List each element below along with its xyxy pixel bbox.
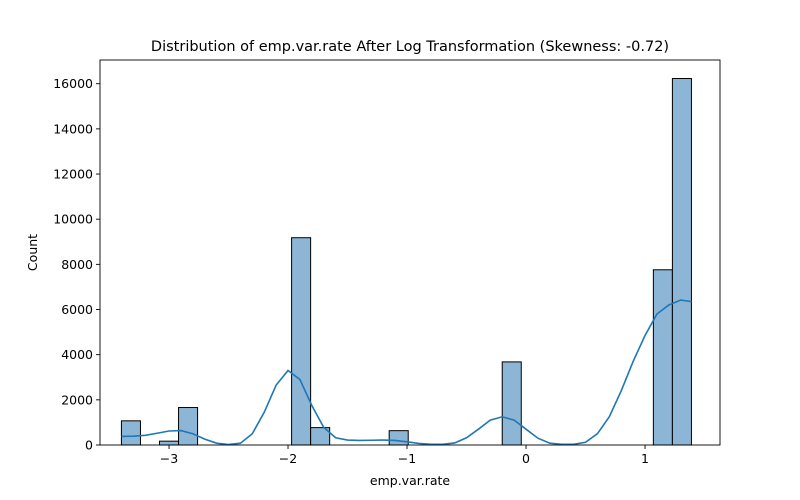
x-tick-label: −3 [160,451,178,466]
x-tick-label: −1 [398,451,416,466]
histogram-bar-8 [671,78,692,446]
bars-group [120,78,692,446]
plot-frame [99,59,721,446]
y-axis-label: Count [25,234,40,271]
histogram-bar-0 [120,420,141,446]
histogram-bar-6 [501,361,522,446]
histogram-bar-1 [159,440,180,446]
y-axis-ticks: 0 2000 4000 6000 8000 10000 12000 14000 16000 [53,76,100,453]
histogram-bar-3 [291,237,312,446]
histogram-bar-5 [388,430,409,446]
y-tick-label: 2000 [61,392,93,407]
x-axis-label: emp.var.rate [370,473,450,488]
x-tick-label: −2 [279,451,297,466]
y-tick-label: 12000 [53,167,93,182]
y-tick-label: 14000 [53,121,93,136]
y-tick-label: 6000 [61,302,93,317]
y-tick-label: 8000 [61,257,93,272]
y-tick-label: 10000 [53,212,93,227]
chart-title: Distribution of emp.var.rate After Log T… [151,39,669,55]
y-tick-label: 0 [85,438,93,453]
x-tick-label: 1 [641,451,649,466]
x-tick-label: 0 [522,451,530,466]
kde-line [121,299,692,446]
y-tick-label: 4000 [61,347,93,362]
x-axis-ticks: −3 −2 −1 0 1 [160,445,649,466]
y-tick-label: 16000 [53,76,93,91]
histogram-bar-7 [652,269,673,446]
histogram-bar-2 [178,407,199,446]
